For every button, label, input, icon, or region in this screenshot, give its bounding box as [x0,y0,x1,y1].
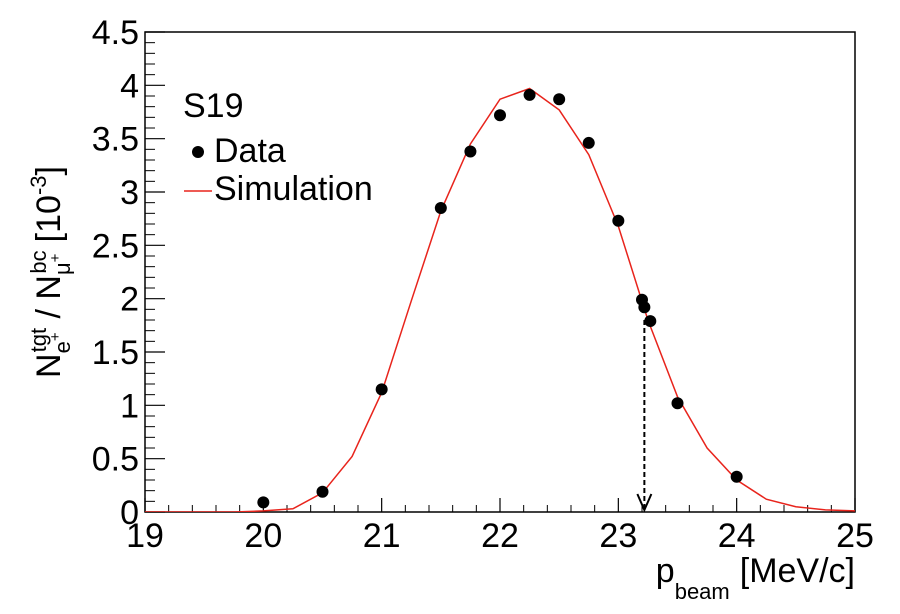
data-point [730,470,743,483]
x-title-main: p [656,552,675,590]
y-tick-label: 4.5 [92,14,139,52]
y-title-n1-sub: e [50,341,75,353]
y-title-unit-close: ] [30,166,68,175]
legend-data-marker [192,146,204,158]
data-point [316,485,329,498]
x-tick-label: 25 [836,517,874,555]
y-title-n1-sup: tgt [26,328,51,352]
x-title-unit: [MeV/c] [740,552,855,590]
x-axis-ticks: 19 20 21 22 23 24 25 [126,498,874,555]
y-tick-label: 3 [120,174,139,212]
x-tick-label: 24 [718,517,756,555]
y-tick-label: 4 [120,67,139,105]
data-point [523,88,536,101]
legend-title: S19 [183,87,244,125]
data-point [644,315,657,328]
annotation-layer [636,320,653,513]
x-title-sub: beam [675,579,730,604]
legend: S19 Data Simulation [183,87,373,208]
y-tick-label: 0.5 [92,441,139,479]
x-tick-label: 21 [363,517,401,555]
y-tick-label: 2 [120,281,139,319]
data-point [671,397,684,410]
x-axis-title: pbeam [MeV/c] [656,552,855,604]
data-point [612,214,625,227]
y-title-n2-sub: μ [50,262,75,275]
y-tick-label: 0 [120,494,139,532]
y-title-n1-sub-sup: + [47,332,64,341]
y-tick-label: 2.5 [92,227,139,265]
y-title-n2-sub-sup: + [47,253,64,262]
y-title-n1: N [30,353,68,378]
x-tick-label: 19 [126,517,164,555]
y-tick-label: 1.5 [92,334,139,372]
y-title-n2-sup: bc [26,250,51,273]
y-title-slash: / [30,300,68,328]
x-tick-label: 23 [599,517,637,555]
data-point [582,136,595,149]
data-point [553,93,566,106]
y-axis-ticks: 0 0.5 1 1.5 2 2.5 3 3.5 4 4.5 [92,14,165,532]
data-point [375,383,388,396]
legend-simulation-label: Simulation [214,170,373,208]
data-point [494,109,506,122]
y-axis-title: Ne+tgt / Nμ+bc[10-3] [26,166,75,378]
y-tick-label: 3.5 [92,121,139,159]
x-tick-label: 20 [244,517,282,555]
x-tick-label: 22 [481,517,519,555]
y-tick-label: 1 [120,387,139,425]
data-point [434,202,447,214]
data-points-layer [257,88,743,509]
arrow-head [636,493,653,513]
y-title-unit-open: [10 [30,195,68,242]
data-point [257,496,270,509]
y-title-n2: N [30,275,68,300]
data-point [464,145,477,158]
y-title-unit-exp: -3 [26,175,51,195]
plot-frame [144,31,856,513]
data-point [638,301,651,314]
legend-data-label: Data [214,132,286,170]
